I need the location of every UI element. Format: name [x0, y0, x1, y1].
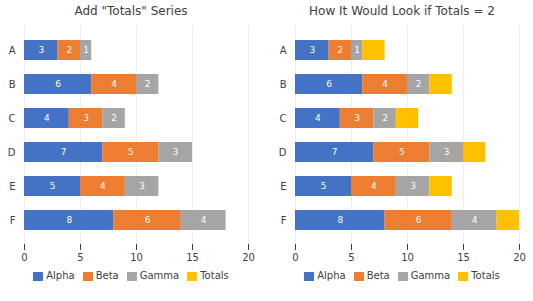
svg-text:4: 4 — [472, 215, 478, 225]
svg-text:3: 3 — [139, 181, 145, 191]
svg-text:1: 1 — [354, 45, 360, 55]
svg-text:4: 4 — [100, 181, 106, 191]
svg-text:5: 5 — [128, 147, 134, 157]
svg-text:7: 7 — [332, 147, 338, 157]
svg-text:4: 4 — [382, 79, 388, 89]
html-text:How It Would Look if Totals =: How It Would Look if Totals = 2 — [309, 4, 495, 18]
svg-text:1: 1 — [83, 45, 89, 55]
svg-text:5: 5 — [399, 147, 405, 157]
svg-text:C: C — [280, 113, 287, 124]
svg-text:2: 2 — [66, 45, 72, 55]
svg-text:5: 5 — [348, 252, 354, 263]
svg-text:2: 2 — [416, 79, 422, 89]
svg-text:5: 5 — [321, 181, 327, 191]
html-text:Alpha: Alpha — [46, 270, 75, 281]
svg-text:6: 6 — [55, 79, 61, 89]
svg-text:2: 2 — [382, 113, 388, 123]
svg-text:2: 2 — [111, 113, 117, 123]
html-text:Add "Totals" Series: Add "Totals" Series — [74, 4, 188, 18]
svg-text:10: 10 — [130, 252, 143, 263]
svg-text:6: 6 — [145, 215, 151, 225]
svg-text:6: 6 — [416, 215, 422, 225]
svg-text:10: 10 — [401, 252, 414, 263]
svg-text:8: 8 — [337, 215, 343, 225]
svg-text:3: 3 — [173, 147, 179, 157]
svg-text:4: 4 — [315, 113, 321, 123]
svg-text:2: 2 — [145, 79, 151, 89]
html-text:Totals: Totals — [200, 270, 229, 281]
svg-text:A: A — [9, 45, 16, 56]
svg-text:3: 3 — [354, 113, 360, 123]
svg-text:3: 3 — [444, 147, 450, 157]
svg-text:20: 20 — [242, 252, 255, 263]
html-text:Gamma: Gamma — [410, 270, 451, 281]
html-text:Beta: Beta — [95, 270, 119, 281]
html-text:Totals: Totals — [471, 270, 500, 281]
svg-text:3: 3 — [83, 113, 89, 123]
html-text:Alpha: Alpha — [317, 270, 346, 281]
svg-text:8: 8 — [66, 215, 72, 225]
svg-text:0: 0 — [21, 252, 27, 263]
svg-text:E: E — [9, 181, 15, 192]
svg-text:F: F — [10, 215, 16, 226]
svg-text:20: 20 — [513, 252, 526, 263]
svg-text:4: 4 — [371, 181, 377, 191]
svg-text:B: B — [280, 79, 287, 90]
svg-text:7: 7 — [61, 147, 67, 157]
svg-text:3: 3 — [410, 181, 416, 191]
svg-text:3: 3 — [309, 45, 315, 55]
svg-text:0: 0 — [292, 252, 298, 263]
svg-text:2: 2 — [337, 45, 343, 55]
svg-text:A: A — [280, 45, 287, 56]
svg-text:4: 4 — [201, 215, 207, 225]
svg-text:B: B — [9, 79, 16, 90]
svg-text:C: C — [9, 113, 16, 124]
svg-text:6: 6 — [326, 79, 332, 89]
svg-text:E: E — [280, 181, 286, 192]
svg-text:D: D — [279, 147, 287, 158]
svg-text:4: 4 — [44, 113, 50, 123]
svg-text:D: D — [8, 147, 16, 158]
svg-text:15: 15 — [457, 252, 470, 263]
svg-text:3: 3 — [38, 45, 44, 55]
svg-text:15: 15 — [186, 252, 199, 263]
svg-text:5: 5 — [50, 181, 56, 191]
svg-text:F: F — [281, 215, 287, 226]
html-text:Gamma: Gamma — [139, 270, 180, 281]
svg-text:5: 5 — [77, 252, 83, 263]
svg-text:4: 4 — [111, 79, 117, 89]
html-text:Beta: Beta — [366, 270, 390, 281]
